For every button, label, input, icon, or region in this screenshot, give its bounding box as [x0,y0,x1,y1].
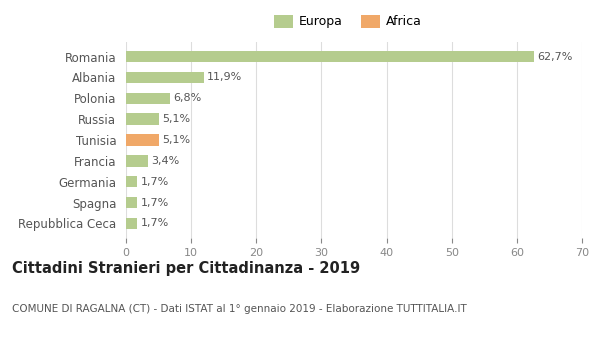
Text: 1,7%: 1,7% [140,177,169,187]
Bar [126,113,159,125]
Text: 5,1%: 5,1% [163,114,191,124]
Text: 1,7%: 1,7% [140,197,169,208]
Bar [126,197,137,208]
Bar [126,155,148,167]
Bar [126,176,137,187]
Legend: Europa, Africa: Europa, Africa [269,10,427,33]
Bar [126,93,170,104]
Text: Cittadini Stranieri per Cittadinanza - 2019: Cittadini Stranieri per Cittadinanza - 2… [12,261,360,276]
Text: 1,7%: 1,7% [140,218,169,228]
Text: 62,7%: 62,7% [538,52,573,62]
Text: 6,8%: 6,8% [173,93,202,103]
Bar [126,134,159,146]
Text: 11,9%: 11,9% [207,72,242,83]
Text: 5,1%: 5,1% [163,135,191,145]
Bar [126,51,535,62]
Text: COMUNE DI RAGALNA (CT) - Dati ISTAT al 1° gennaio 2019 - Elaborazione TUTTITALIA: COMUNE DI RAGALNA (CT) - Dati ISTAT al 1… [12,303,467,314]
Bar [126,218,137,229]
Bar [126,72,203,83]
Text: 3,4%: 3,4% [151,156,179,166]
